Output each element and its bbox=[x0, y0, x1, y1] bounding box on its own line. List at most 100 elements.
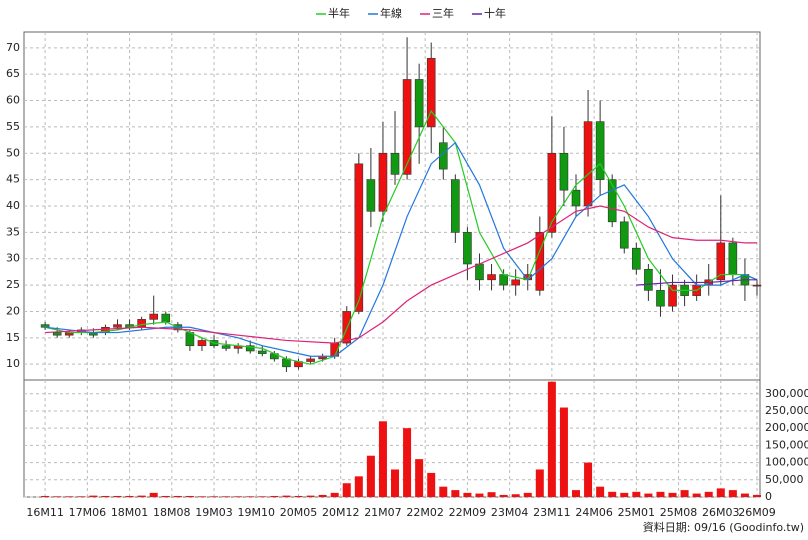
y-tick-label: 40 bbox=[6, 199, 20, 212]
volume-bar bbox=[535, 469, 544, 497]
candle-body bbox=[161, 313, 171, 323]
x-tick-label: 20M12 bbox=[322, 506, 360, 519]
volume-bar bbox=[439, 486, 448, 497]
candle-body bbox=[185, 332, 195, 347]
x-tick-label: 24M06 bbox=[575, 506, 613, 519]
volume-bar bbox=[511, 494, 520, 497]
y-tick-label: 15 bbox=[6, 331, 20, 344]
volume-bar bbox=[704, 491, 713, 497]
candle-body bbox=[571, 189, 581, 207]
candle-body bbox=[414, 79, 424, 128]
x-tick-label: 22M09 bbox=[449, 506, 487, 519]
volume-bar bbox=[692, 493, 701, 497]
volume-bar bbox=[644, 493, 653, 497]
volume-bar bbox=[632, 491, 641, 497]
volume-bar bbox=[234, 496, 243, 497]
volume-bar bbox=[584, 462, 593, 497]
volume-bar bbox=[89, 495, 98, 497]
candle-body bbox=[668, 284, 677, 307]
volume-bar bbox=[427, 472, 436, 497]
legend-label: 年線 bbox=[380, 6, 402, 20]
candle-body bbox=[583, 121, 593, 207]
y2-tick-label: 200,000 bbox=[765, 421, 808, 434]
volume-bar bbox=[656, 491, 665, 497]
volume-bar bbox=[270, 495, 279, 497]
candle-body bbox=[499, 274, 508, 286]
y2-tick-label: 150,000 bbox=[765, 438, 808, 451]
candle-body bbox=[40, 324, 50, 328]
x-tick-label: 19M03 bbox=[195, 506, 233, 519]
y-tick-label: 25 bbox=[6, 278, 20, 291]
x-tick-label: 18M01 bbox=[111, 506, 149, 519]
candle-body bbox=[402, 79, 412, 175]
volume-bar bbox=[523, 492, 532, 497]
volume-bar bbox=[342, 483, 351, 497]
candle-body bbox=[257, 350, 267, 354]
candle-body bbox=[644, 268, 653, 291]
volume-bar bbox=[294, 495, 303, 497]
volume-bar bbox=[596, 486, 605, 497]
footer: 資料日期: 09/16 (Goodinfo.tw) bbox=[643, 520, 804, 534]
volume-bar bbox=[113, 495, 122, 497]
x-tick-label: 22M02 bbox=[406, 506, 444, 519]
volume-bar bbox=[475, 493, 484, 497]
volume-bar bbox=[101, 495, 110, 497]
volume-bar bbox=[173, 495, 182, 497]
volume-bar bbox=[620, 492, 629, 497]
candle-body bbox=[728, 242, 738, 275]
candle-body bbox=[426, 58, 436, 128]
candle-body bbox=[607, 179, 617, 223]
volume-bar bbox=[559, 407, 568, 497]
volume-bar bbox=[53, 496, 62, 497]
candle-body bbox=[306, 358, 315, 362]
y-tick-label: 20 bbox=[6, 304, 20, 317]
volume-bar bbox=[547, 381, 556, 497]
volume-bar bbox=[391, 469, 400, 497]
x-tick-label: 19M10 bbox=[238, 506, 276, 519]
volume-bar bbox=[137, 495, 146, 497]
candle-body bbox=[438, 142, 448, 170]
volume-bar bbox=[463, 492, 472, 497]
volume-bar bbox=[197, 496, 206, 497]
y-tick-label: 70 bbox=[6, 41, 20, 54]
candle-body bbox=[245, 345, 255, 352]
ma-line bbox=[45, 205, 757, 344]
ma-line bbox=[636, 279, 757, 286]
y-tick-label: 30 bbox=[6, 252, 20, 265]
volume-bar bbox=[716, 488, 725, 497]
ma-line bbox=[44, 109, 758, 365]
volume-bar bbox=[161, 495, 170, 497]
candle-body bbox=[656, 290, 665, 307]
y-tick-label: 60 bbox=[6, 94, 20, 107]
y-tick-label: 55 bbox=[6, 120, 20, 133]
volume-bar bbox=[415, 459, 424, 497]
y-tick-label: 45 bbox=[6, 173, 20, 186]
volume-bar bbox=[330, 492, 339, 497]
volume-bar bbox=[125, 495, 134, 497]
volume-bar bbox=[185, 495, 194, 497]
volume-bar bbox=[77, 496, 86, 497]
volume-bar bbox=[65, 496, 74, 497]
x-tick-label: 20M05 bbox=[280, 506, 318, 519]
volume-bar bbox=[354, 476, 363, 497]
volume-bar bbox=[366, 455, 375, 497]
volume-bar bbox=[149, 492, 158, 497]
volume-bar bbox=[378, 421, 387, 497]
volume-bar bbox=[210, 496, 219, 497]
x-tick-label: 26M03 bbox=[702, 506, 740, 519]
volume-bar bbox=[572, 490, 580, 497]
volume-bar bbox=[306, 495, 315, 497]
volume-bar bbox=[282, 495, 291, 497]
volume-bar bbox=[41, 495, 50, 497]
candle-body bbox=[390, 152, 400, 175]
candle-body bbox=[752, 284, 762, 287]
candle-body bbox=[149, 313, 159, 320]
x-tick-label: 25M08 bbox=[660, 506, 698, 519]
candle-body bbox=[197, 340, 207, 347]
candle-body bbox=[475, 263, 484, 281]
x-tick-label: 23M04 bbox=[491, 506, 529, 519]
y2-tick-label: 250,000 bbox=[765, 404, 808, 417]
candle-body bbox=[52, 332, 62, 336]
